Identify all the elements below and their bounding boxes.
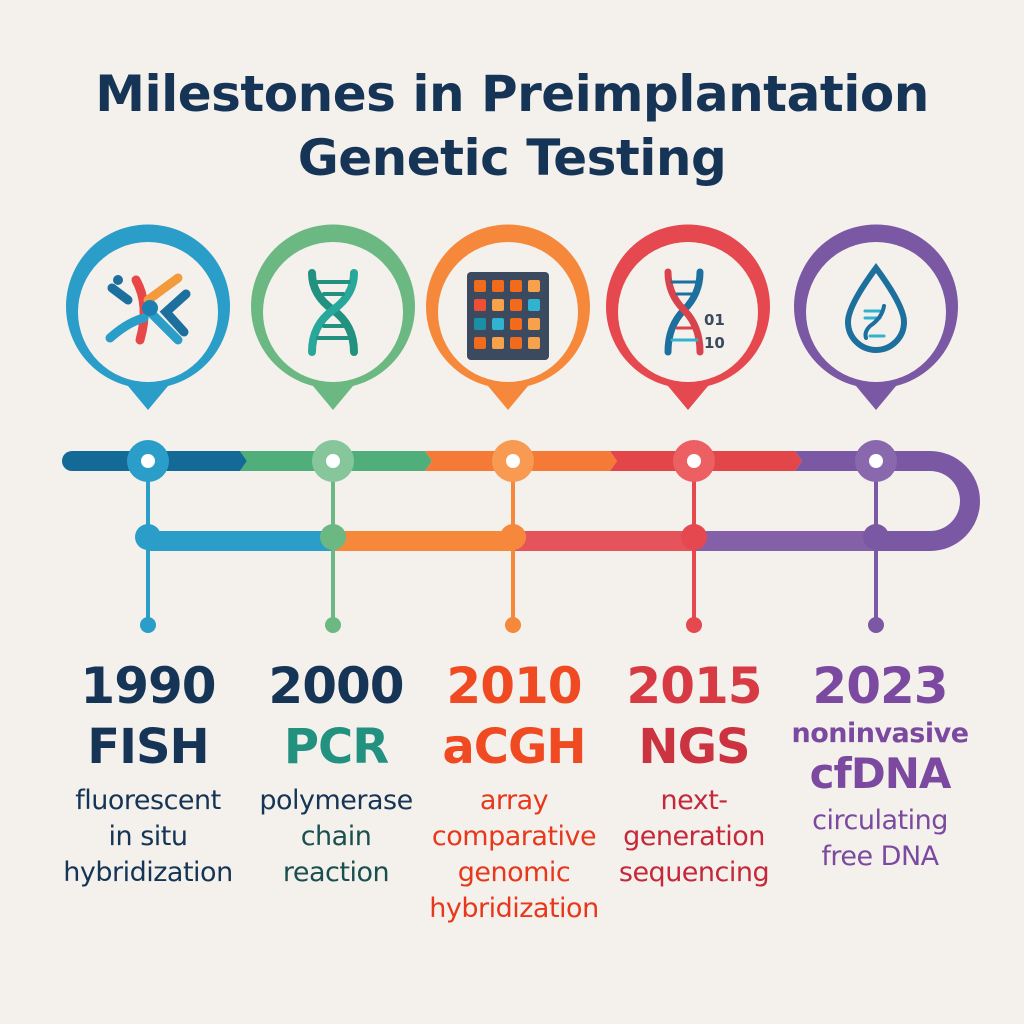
svg-text:10: 10 — [704, 334, 725, 352]
milestone-desc: next- generation sequencing — [618, 785, 770, 888]
milestone-year: 2000 — [268, 657, 404, 715]
timeline-node-1990 — [127, 440, 169, 633]
milestone-2023: 2023 noninvasive cfDNA circulating free … — [780, 655, 980, 875]
timeline-node-2000 — [312, 440, 354, 633]
dna-helix-icon — [308, 269, 358, 356]
milestone-desc: circulating free DNA — [812, 805, 948, 872]
milestone-abbr: NGS — [638, 719, 750, 775]
milestone-2015: 2015 NGS next- generation sequencing — [594, 655, 794, 891]
milestone-2000: 2000 PCR polymerase chain reaction — [236, 655, 436, 891]
microarray-grid-icon — [467, 272, 549, 360]
milestone-year: 2015 — [626, 657, 762, 715]
dna-binary-icon: 01 10 — [664, 268, 725, 356]
timeline-node-2023 — [855, 440, 897, 633]
title-line-2: Genetic Testing — [297, 129, 727, 187]
timeline-bottom-track — [148, 531, 876, 551]
milestone-desc: polymerase chain reaction — [259, 785, 413, 888]
milestone-abbr: aCGH — [442, 719, 586, 775]
milestone-2010: 2010 aCGH array comparative genomic hybr… — [414, 655, 614, 927]
milestone-1990: 1990 FISH fluorescent in situ hybridizat… — [48, 655, 248, 891]
milestone-year: 2023 — [812, 657, 948, 715]
milestone-abbr-prefix: noninvasive — [791, 718, 969, 749]
milestone-year: 1990 — [80, 657, 216, 715]
milestone-abbr: cfDNA — [809, 749, 952, 798]
timeline-node-2010 — [492, 440, 534, 633]
milestone-desc: array comparative genomic hybridization — [429, 785, 599, 924]
milestone-abbr: FISH — [87, 719, 209, 775]
milestone-abbr: PCR — [283, 719, 389, 775]
title-line-1: Milestones in Preimplantation — [95, 65, 929, 123]
pin-2000 — [251, 224, 415, 410]
milestone-year: 2010 — [446, 657, 582, 715]
milestone-desc: fluorescent in situ hybridization — [63, 785, 233, 888]
svg-text:01: 01 — [704, 311, 725, 329]
page-title: Milestones in Preimplantation Genetic Te… — [0, 62, 1024, 190]
blood-drop-dna-icon — [844, 262, 908, 353]
chromosomes-icon — [105, 273, 191, 345]
timeline-node-2015 — [673, 440, 715, 633]
